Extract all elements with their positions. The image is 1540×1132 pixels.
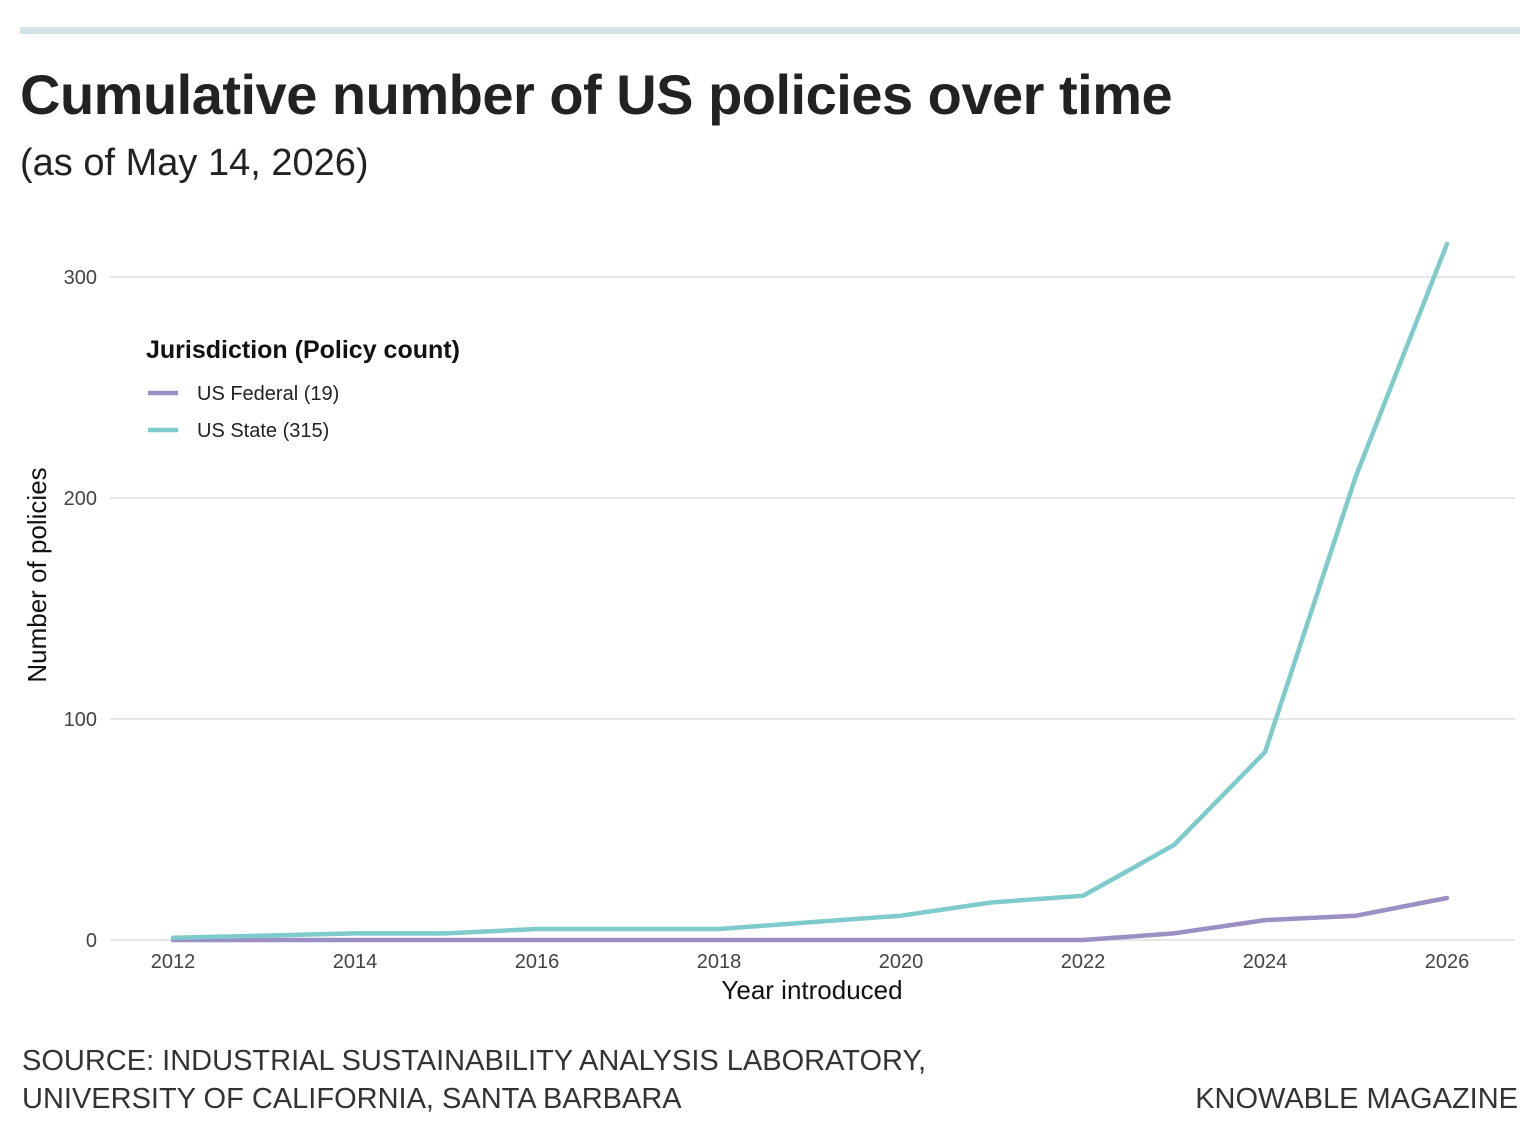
x-tick-label-2026: 2026 xyxy=(1425,951,1470,973)
series-line-0 xyxy=(170,895,1450,943)
x-tick-label-2022: 2022 xyxy=(1061,951,1106,973)
legend-title: Jurisdiction (Policy count) xyxy=(146,336,460,364)
publisher-credit: KNOWABLE MAGAZINE xyxy=(1195,1083,1518,1115)
y-axis-label: Number of policies xyxy=(22,467,52,682)
x-tick-label-2024: 2024 xyxy=(1243,951,1288,973)
y-tick-label-100: 100 xyxy=(64,709,97,731)
top-accent-bar xyxy=(20,27,1520,34)
y-tick-label-300: 300 xyxy=(64,267,97,289)
y-tick-label-200: 200 xyxy=(64,488,97,510)
x-tick-label-2020: 2020 xyxy=(879,951,924,973)
x-tick-label-2012: 2012 xyxy=(151,951,196,973)
chart-subtitle: (as of May 14, 2026) xyxy=(20,142,369,184)
legend-label-0: US Federal (19) xyxy=(197,383,339,405)
x-tick-label-2014: 2014 xyxy=(333,951,378,973)
y-tick-label-0: 0 xyxy=(86,930,97,952)
chart-title: Cumulative number of US policies over ti… xyxy=(20,63,1173,126)
source-note: SOURCE: INDUSTRIAL SUSTAINABILITY ANALYS… xyxy=(22,1042,926,1118)
x-tick-label-2016: 2016 xyxy=(515,951,560,973)
x-axis-label: Year introduced xyxy=(721,975,902,1005)
legend-label-1: US State (315) xyxy=(197,420,329,442)
series-line-1 xyxy=(170,241,1450,941)
source-line-1: SOURCE: INDUSTRIAL SUSTAINABILITY ANALYS… xyxy=(22,1045,927,1077)
x-tick-label-2018: 2018 xyxy=(697,951,742,973)
source-line-2: UNIVERSITY OF CALIFORNIA, SANTA BARBARA xyxy=(22,1083,682,1115)
